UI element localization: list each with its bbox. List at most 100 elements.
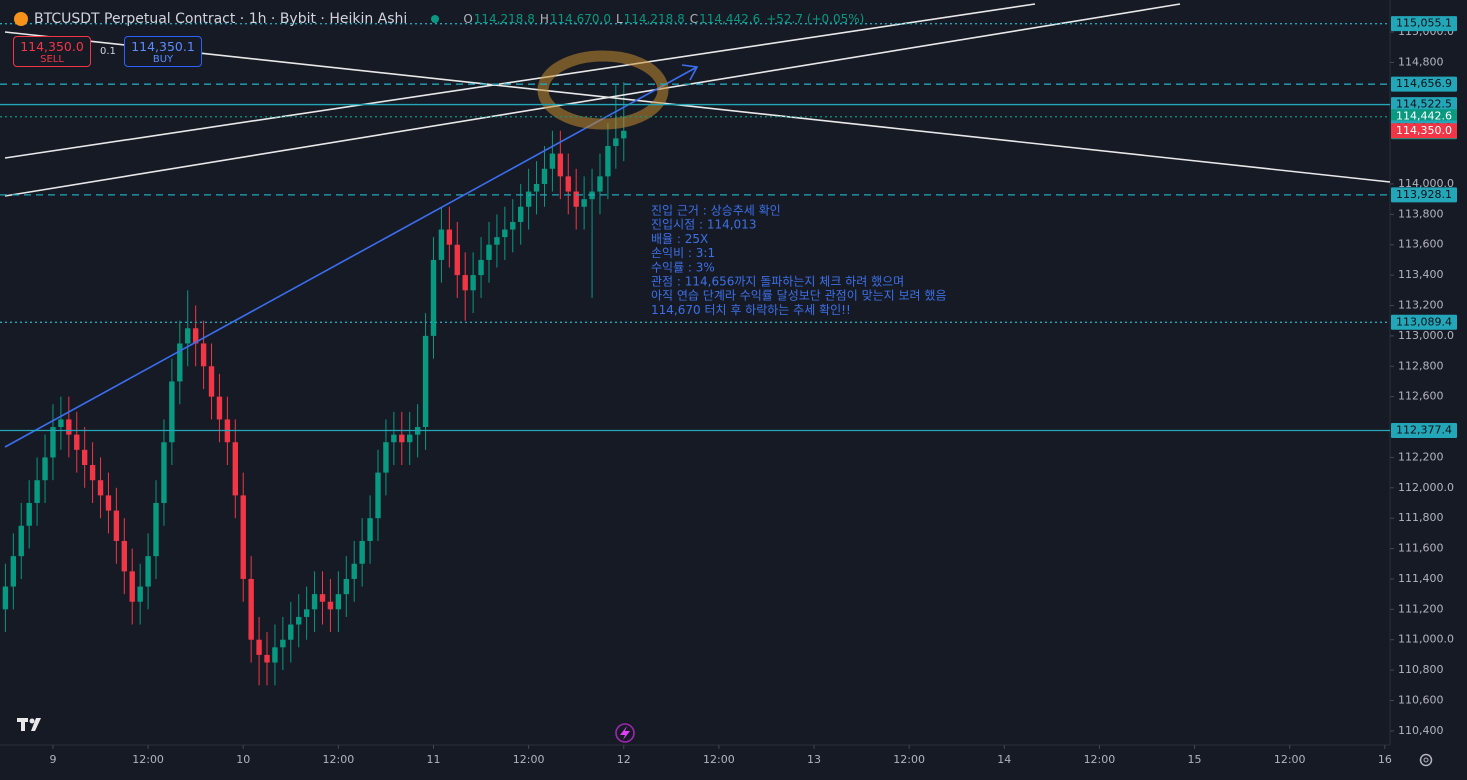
y-tick-label: 112,200 (1398, 450, 1444, 463)
candle-body (454, 244, 460, 276)
candle-body (438, 229, 445, 260)
candle-body (296, 616, 302, 625)
candle-body (422, 335, 429, 428)
annotation-line: 진입시점 : 114,013 (651, 218, 756, 232)
ohlc-value: 114,442.6 (699, 12, 761, 26)
candle-body (208, 366, 215, 397)
candle-body (343, 578, 349, 595)
candle-body (105, 495, 112, 511)
candle-body (272, 647, 278, 663)
candle-body (351, 563, 357, 579)
settings-icon[interactable] (1419, 753, 1433, 767)
highlight-ellipse (537, 50, 669, 130)
candle-body (161, 442, 167, 503)
candle-body (18, 525, 24, 557)
annotation-line: 아직 연습 단계라 수익률 달성보단 관점이 맞는지 보려 했음 (651, 289, 946, 303)
x-tick-label: 12:00 (893, 753, 925, 766)
ohlc-value: 114,218.8 (623, 12, 685, 26)
sell-button[interactable]: 114,350.0 SELL (13, 36, 91, 67)
annotation-line: 배율 : 25X (651, 232, 708, 246)
candle-body (565, 176, 571, 192)
candle-body (613, 138, 619, 146)
ohlc-key: O (463, 12, 473, 26)
candle-body (81, 449, 88, 466)
price-label: 114,442.6 (1396, 110, 1452, 123)
quantity[interactable]: 0.1 (100, 46, 116, 57)
ohlc: O 114,218.8 H 114,670.0 L 114,218.8 C 114,442.6 (459, 12, 760, 26)
y-tick-label: 110,400 (1398, 724, 1444, 737)
ohlc-key: L (615, 12, 623, 26)
candle-body (383, 442, 389, 473)
price-label: 114,522.5 (1396, 98, 1452, 111)
event-circle[interactable] (615, 723, 635, 743)
trend-arrow (4, 66, 698, 448)
price-label: 112,377.4 (1396, 423, 1452, 436)
candle-body (240, 495, 246, 579)
legend: BTCUSDT Perpetual Contract · 1h · Bybit … (14, 11, 864, 27)
y-tick-label: 114,000.0 (1398, 177, 1454, 190)
x-tick-label: 11 (426, 753, 440, 766)
candle-body (541, 168, 548, 184)
candle-body (113, 510, 120, 541)
sell-label: SELL (40, 54, 64, 65)
gear[interactable] (1419, 753, 1433, 767)
market-status (431, 15, 440, 23)
candle-body (430, 259, 437, 336)
candle-body (121, 540, 128, 572)
candle-body (145, 556, 151, 587)
events-icon[interactable] (615, 723, 635, 743)
price-label-box (1391, 97, 1457, 113)
y-tick-label: 112,800 (1398, 359, 1444, 372)
x-tick-label: 16 (1378, 753, 1392, 766)
candle-body (597, 176, 603, 192)
candle-body (248, 578, 254, 640)
annotation-line: 관점 : 114,656까지 돌파하는지 체크 하려 했으며 (651, 275, 904, 289)
x-tick-label: 12:00 (132, 753, 164, 766)
candle-body (573, 191, 579, 207)
buy-button[interactable]: 114,350.1 BUY (124, 36, 202, 67)
candle-body (486, 244, 492, 260)
y-tick-label: 111,800 (1398, 511, 1444, 524)
candle-body (621, 130, 627, 139)
y-tick-label: 111,400 (1398, 572, 1444, 585)
candle-body (42, 457, 48, 481)
candle-body (605, 145, 611, 177)
tick-layer: 110,400 110,600 110,800 111,000.0 111,200 111… (1390, 25, 1454, 737)
candle-body (581, 199, 587, 207)
candle-body (557, 153, 564, 177)
x-tick-label: 10 (236, 753, 250, 766)
candle-body (58, 419, 64, 428)
annotation-line: 114,670 터치 후 하락하는 추세 확인!! (651, 303, 851, 317)
y-tick-label: 111,200 (1398, 602, 1444, 615)
x-tick-label: 12:00 (513, 753, 545, 766)
x-tick-label: 12:00 (1274, 753, 1306, 766)
price-label: 114,656.9 (1396, 77, 1452, 90)
price-label: 115,055.1 (1396, 17, 1452, 30)
candle-body (216, 396, 223, 420)
candle-layer (2, 82, 627, 686)
candle-body (177, 343, 183, 382)
gear-hub (1423, 757, 1429, 763)
y-tick-label: 113,000.0 (1398, 329, 1454, 342)
logo-part (31, 718, 41, 731)
candle-body (169, 381, 175, 443)
price-label: 113,928.1 (1396, 188, 1452, 201)
candle-body (446, 229, 453, 245)
price-label-box (1391, 16, 1457, 32)
candle-body (66, 419, 72, 435)
candle-body (232, 442, 238, 496)
symbol-icon (14, 12, 28, 26)
candle-body (311, 594, 318, 610)
x-tick-label: 13 (807, 753, 821, 766)
buy-price: 114,350.1 (131, 39, 195, 54)
annotation-line: 진입 근거 : 상승추세 확인 (651, 204, 781, 218)
y-tick-label: 111,600 (1398, 542, 1444, 555)
ohlc-key: C (689, 12, 699, 26)
logo-part (21, 718, 25, 731)
y-tick-label: 110,800 (1398, 663, 1444, 676)
price-label-box (1391, 76, 1457, 92)
candle-body (97, 480, 104, 496)
sell-price: 114,350.0 (20, 39, 84, 54)
candle-body (50, 427, 56, 458)
